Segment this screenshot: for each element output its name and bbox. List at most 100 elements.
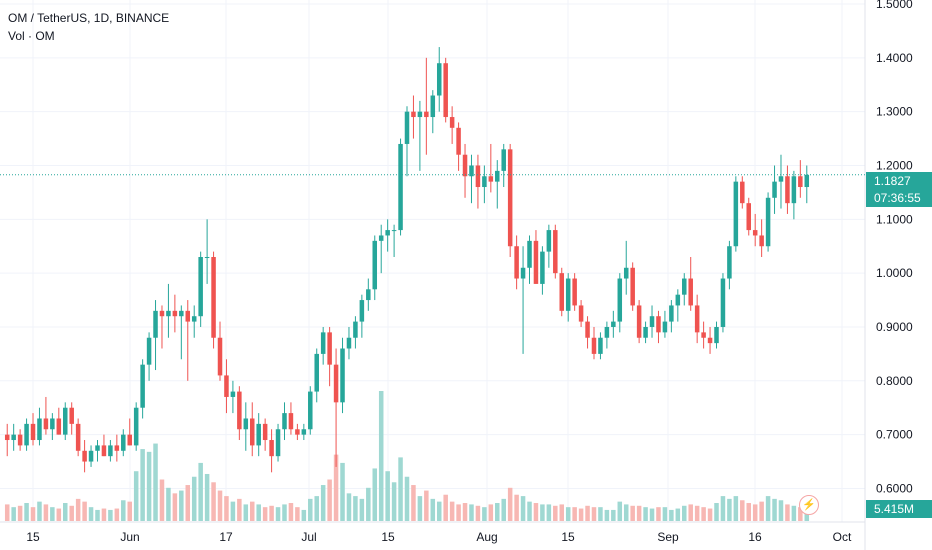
candle-body xyxy=(591,337,597,354)
volume-bar xyxy=(752,504,758,521)
volume-bar xyxy=(17,505,23,521)
candle-body xyxy=(546,230,552,252)
volume-bar xyxy=(308,498,313,521)
candle-body xyxy=(533,240,539,284)
volume-bar xyxy=(243,504,249,521)
volume-bar xyxy=(191,476,197,521)
candle-body xyxy=(256,423,261,446)
volume-bar xyxy=(694,505,700,521)
candle-body xyxy=(140,364,145,408)
volume-bar xyxy=(327,479,332,521)
volume-bar xyxy=(733,496,739,521)
candle-body xyxy=(346,337,352,349)
candle-body xyxy=(495,170,500,182)
volume-bar xyxy=(133,471,139,521)
volume-bar xyxy=(275,507,281,521)
volume-bar xyxy=(430,498,436,521)
x-tick-label: Sep xyxy=(657,530,679,544)
volume-bar xyxy=(546,504,552,521)
candle-body xyxy=(43,418,49,430)
candle-body xyxy=(436,63,442,96)
candle-body xyxy=(514,246,519,279)
volume-bar xyxy=(391,482,397,521)
volume-bar xyxy=(701,507,706,521)
candle-body xyxy=(604,326,610,338)
candle-body xyxy=(372,240,378,290)
candle-body xyxy=(75,423,81,451)
lightning-bolt-icon[interactable]: ⚡ xyxy=(799,495,819,515)
candle-body xyxy=(565,278,571,311)
candle-body xyxy=(798,176,803,188)
volume-bar xyxy=(256,504,261,521)
candle-body xyxy=(121,434,126,451)
candle-body xyxy=(559,273,565,311)
volume-bar xyxy=(211,482,216,521)
candle-body xyxy=(11,434,16,441)
volume-bar xyxy=(204,473,210,521)
candle-body xyxy=(204,257,210,258)
volume-bar xyxy=(656,507,661,521)
candle-body xyxy=(56,418,62,435)
candle-body xyxy=(707,337,713,344)
candle-body xyxy=(469,165,474,177)
candle-body xyxy=(398,143,403,231)
y-tick-label: 0.6000 xyxy=(876,481,913,495)
volume-bar xyxy=(82,501,87,521)
candle-body xyxy=(62,407,68,435)
candle-body xyxy=(301,429,307,435)
volume-bar xyxy=(714,503,719,521)
candle-body xyxy=(37,418,42,441)
volume-bar xyxy=(746,503,752,521)
volume-bar xyxy=(482,507,487,521)
candle-body xyxy=(694,305,700,333)
y-tick-label: 1.1000 xyxy=(876,212,913,226)
candle-body xyxy=(540,251,545,284)
y-tick-label: 1.5000 xyxy=(876,0,913,11)
candle-body xyxy=(82,450,87,462)
volume-bar xyxy=(378,391,384,521)
candle-body xyxy=(488,176,494,182)
volume-bar xyxy=(398,457,403,521)
volume-bar xyxy=(636,505,642,521)
candle-body xyxy=(30,423,36,441)
candle-body xyxy=(224,375,229,397)
candle-body xyxy=(572,278,577,306)
volume-bar xyxy=(366,487,371,521)
volume-bar xyxy=(127,501,132,521)
x-tick-label: Jun xyxy=(120,530,139,544)
volume-bar xyxy=(43,504,49,521)
candle-body xyxy=(727,246,732,279)
candle-body xyxy=(740,181,745,204)
candle-body xyxy=(320,332,326,354)
x-tick-label: 15 xyxy=(26,530,40,544)
volume-bar xyxy=(643,507,648,521)
volume-bar xyxy=(56,508,62,521)
candle-body xyxy=(778,176,784,182)
candle-body xyxy=(449,117,455,128)
candle-body xyxy=(314,353,319,392)
volume-bar xyxy=(95,509,100,521)
candle-body xyxy=(191,316,197,322)
volume-bar xyxy=(101,508,107,521)
volume-bar xyxy=(295,507,300,521)
volume-bar xyxy=(520,496,526,521)
candle-body xyxy=(611,321,616,327)
volume-bar xyxy=(527,501,532,521)
y-tick-label: 0.7000 xyxy=(876,428,913,442)
candle-body xyxy=(166,310,171,317)
candle-body xyxy=(17,434,23,446)
volume-bar xyxy=(578,508,584,521)
candle-body xyxy=(262,423,268,441)
volume-bar xyxy=(649,508,655,521)
volume-bar xyxy=(224,496,229,521)
volume-bar xyxy=(411,485,416,521)
candle-body xyxy=(752,230,758,236)
candle-body xyxy=(237,391,242,430)
volume-bar xyxy=(372,468,378,521)
volume-bar xyxy=(282,504,287,521)
candle-body xyxy=(185,310,191,322)
candle-body xyxy=(366,289,371,301)
candle-body xyxy=(269,440,274,457)
